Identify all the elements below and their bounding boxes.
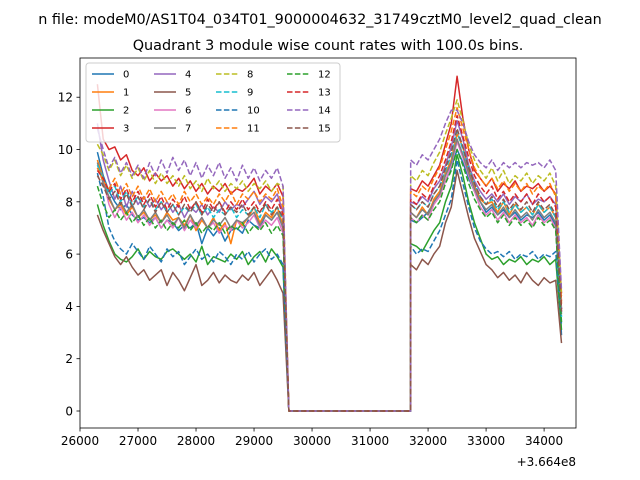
legend-label-8: 8 <box>247 70 253 81</box>
x-tick-label: 31000 <box>351 434 389 448</box>
series-line-11 <box>96 106 563 412</box>
legend-label-3: 3 <box>123 124 129 135</box>
plot-border <box>79 57 577 429</box>
legend-label-15: 15 <box>318 124 331 135</box>
x-tick-label: 28000 <box>177 434 215 448</box>
legend-frame <box>85 62 341 143</box>
y-tick-label: 8 <box>65 195 73 209</box>
legend-label-6: 6 <box>185 106 191 117</box>
series-line-12 <box>96 148 563 412</box>
series-line-8 <box>96 99 563 412</box>
series-line-2 <box>96 154 563 412</box>
y-tick-label: 10 <box>58 143 73 157</box>
series-line-7 <box>96 138 563 412</box>
series-line-1 <box>96 133 563 412</box>
y-tick-label: 2 <box>65 352 73 366</box>
legend-label-1: 1 <box>123 88 129 99</box>
y-tick-label: 12 <box>58 91 73 105</box>
legend-label-12: 12 <box>318 70 331 81</box>
legend-label-10: 10 <box>247 106 260 117</box>
x-axis-offset-label: +3.664e8 <box>517 455 576 469</box>
x-tick-label: 33000 <box>467 434 505 448</box>
x-tick-label: 26000 <box>61 434 99 448</box>
chart-title: Quadrant 3 module wise count rates with … <box>133 38 524 54</box>
series-layer <box>96 75 563 412</box>
series-line-15 <box>96 127 563 412</box>
legend-label-5: 5 <box>185 88 191 99</box>
legend-label-2: 2 <box>123 106 129 117</box>
legend-label-13: 13 <box>318 88 331 99</box>
figure-suptitle: n file: modeM0/AS1T04_034T01_9000004632_… <box>38 12 602 28</box>
series-line-5 <box>96 169 563 412</box>
legend-label-9: 9 <box>247 88 253 99</box>
y-tick-label: 0 <box>65 405 73 419</box>
x-tick-label: 32000 <box>409 434 447 448</box>
series-line-13 <box>96 114 563 412</box>
x-tick-label: 30000 <box>293 434 331 448</box>
x-tick-label: 34000 <box>525 434 563 448</box>
x-axis: 26000 27000 28000 29000 30000 31000 32000 33000… <box>61 428 563 448</box>
series-line-9 <box>96 130 563 412</box>
legend-label-4: 4 <box>185 70 191 81</box>
series-line-10 <box>96 159 563 412</box>
y-tick-label: 6 <box>65 248 73 262</box>
legend-label-14: 14 <box>318 106 331 117</box>
series-line-4 <box>96 120 563 412</box>
legend-label-0: 0 <box>123 70 129 81</box>
x-tick-label: 27000 <box>119 434 157 448</box>
legend-label-7: 7 <box>185 124 191 135</box>
x-tick-label: 29000 <box>235 434 273 448</box>
legend-label-11: 11 <box>247 124 260 135</box>
series-line-6 <box>96 140 563 412</box>
y-tick-label: 4 <box>65 300 73 314</box>
series-line-14 <box>96 109 563 412</box>
y-axis: 0 2 4 6 8 10 12 <box>58 91 80 419</box>
